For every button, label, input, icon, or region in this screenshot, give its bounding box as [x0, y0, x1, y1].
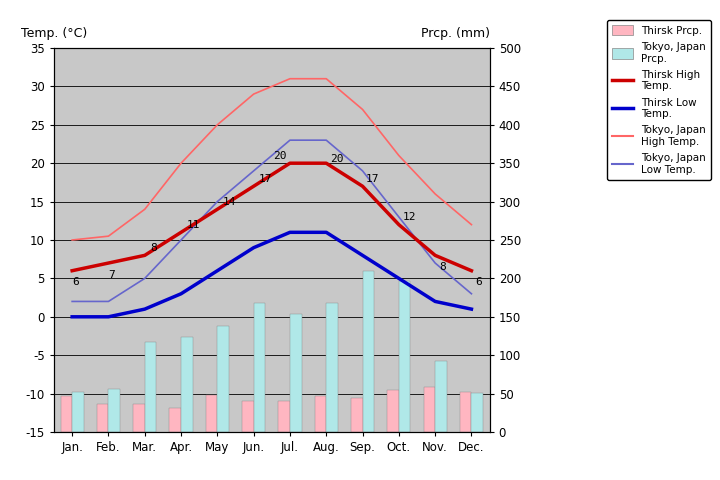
Bar [435, 360, 447, 432]
Text: 8: 8 [150, 243, 157, 252]
Legend: Thirsk Prcp., Tokyo, Japan
Prcp., Thirsk High
Temp., Thirsk Low
Temp., Tokyo, Ja: Thirsk Prcp., Tokyo, Japan Prcp., Thirsk… [607, 20, 711, 180]
Bar [326, 303, 338, 432]
Text: 17: 17 [366, 174, 379, 183]
Text: 14: 14 [222, 197, 236, 206]
Text: 8: 8 [438, 262, 446, 272]
Bar [315, 396, 326, 432]
Bar [133, 404, 145, 432]
Bar [253, 303, 265, 432]
Bar [72, 392, 84, 432]
Bar [460, 392, 472, 432]
Bar [290, 314, 302, 432]
Text: 7: 7 [109, 270, 115, 279]
Text: Prcp. (mm): Prcp. (mm) [420, 27, 490, 40]
Text: 20: 20 [330, 155, 343, 164]
Text: Temp. (°C): Temp. (°C) [22, 27, 88, 40]
Text: 6: 6 [72, 277, 79, 287]
Text: 17: 17 [259, 174, 273, 183]
Bar [399, 281, 410, 432]
Bar [169, 408, 181, 432]
Bar [363, 271, 374, 432]
Bar [423, 387, 435, 432]
Bar [206, 395, 217, 432]
Bar [387, 390, 399, 432]
Bar [472, 393, 483, 432]
Bar [145, 342, 156, 432]
Bar [109, 389, 120, 432]
Bar [96, 404, 109, 432]
Bar [279, 401, 290, 432]
Text: 6: 6 [475, 277, 482, 287]
Bar [351, 398, 363, 432]
Bar [181, 337, 193, 432]
Bar [242, 401, 253, 432]
Bar [60, 396, 72, 432]
Bar [217, 326, 229, 432]
Text: 11: 11 [186, 220, 200, 229]
Text: 12: 12 [402, 212, 416, 222]
Text: 20: 20 [273, 151, 287, 160]
